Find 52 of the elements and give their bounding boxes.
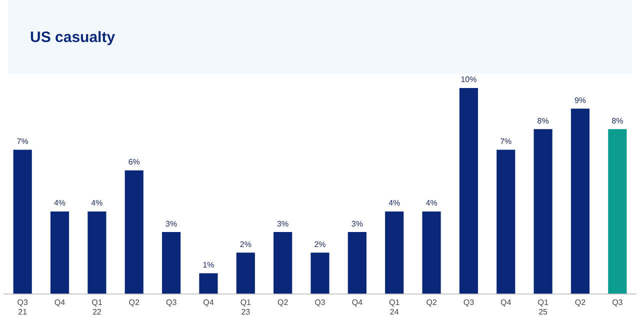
- data-label: 10%: [460, 75, 477, 84]
- data-label: 1%: [202, 260, 214, 270]
- data-label: 9%: [574, 96, 586, 105]
- bar: [496, 150, 516, 294]
- data-label: 4%: [426, 198, 438, 208]
- data-label: 4%: [91, 198, 103, 208]
- bar: [274, 232, 292, 294]
- bar: [310, 252, 330, 294]
- bar: [570, 108, 590, 294]
- data-label: 6%: [128, 158, 140, 167]
- x-tick-label: Q4: [54, 298, 66, 307]
- x-tick-label: Q1 23: [240, 298, 252, 316]
- x-tick-label: Q3: [314, 298, 326, 307]
- data-label: 3%: [277, 219, 289, 228]
- x-tick-label: Q2: [574, 298, 586, 307]
- data-label: 2%: [314, 240, 326, 249]
- data-label: 7%: [500, 136, 512, 146]
- data-label: 8%: [537, 116, 549, 126]
- bar: [459, 88, 478, 294]
- x-tick-label: Q3: [612, 298, 624, 307]
- bar: [13, 150, 32, 294]
- x-tick-label: Q3: [166, 298, 178, 307]
- bar: [348, 232, 366, 294]
- x-tick-label: Q3: [463, 298, 475, 307]
- data-label: 3%: [166, 219, 178, 228]
- x-tick-label: Q4: [352, 298, 364, 307]
- x-tick-label: Q2: [277, 298, 289, 307]
- data-label: 4%: [388, 198, 400, 208]
- x-tick-label: Q3 21: [17, 298, 28, 316]
- bar: [236, 252, 255, 294]
- bar: [88, 211, 106, 294]
- bar: [534, 129, 552, 294]
- bar: [608, 129, 627, 294]
- x-tick-label: Q2: [426, 298, 438, 307]
- x-tick-label: Q1 22: [92, 298, 103, 316]
- x-tick-label: Q4: [500, 298, 512, 307]
- data-label: 4%: [54, 198, 66, 208]
- data-label: 8%: [612, 116, 624, 126]
- bar: [199, 273, 218, 294]
- chart-title: US casualty: [30, 28, 116, 46]
- data-label: 7%: [16, 136, 28, 146]
- bar: [50, 211, 70, 294]
- bar: [162, 232, 181, 294]
- bar: [124, 170, 144, 294]
- bar: [385, 211, 404, 294]
- bar: [422, 211, 441, 294]
- data-label: 2%: [240, 240, 252, 249]
- x-tick-label: Q2: [128, 298, 140, 307]
- x-tick-label: Q1 24: [389, 298, 400, 316]
- x-tick-label: Q1 25: [538, 298, 549, 316]
- x-tick-label: Q4: [203, 298, 214, 307]
- data-label: 3%: [351, 219, 363, 228]
